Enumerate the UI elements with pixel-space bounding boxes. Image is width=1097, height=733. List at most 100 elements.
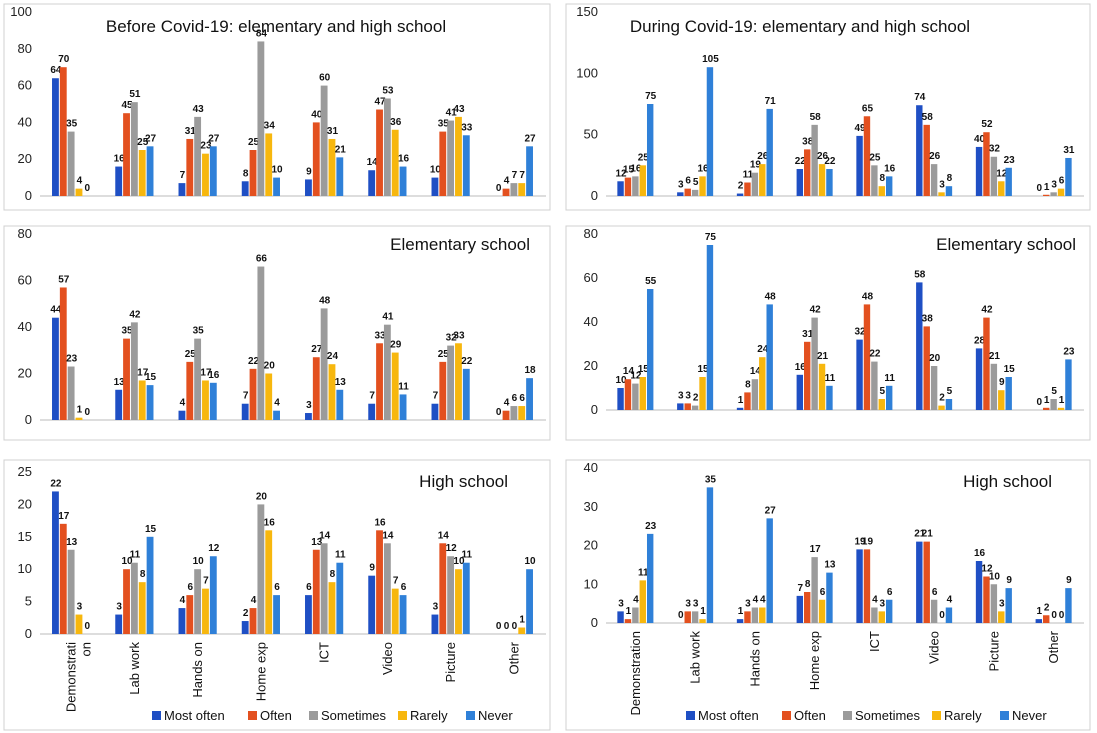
legend-swatch — [843, 711, 852, 720]
data-label: 5 — [880, 386, 886, 397]
bar — [75, 188, 83, 196]
bar — [975, 348, 983, 410]
data-label: 0 — [85, 621, 91, 632]
data-label: 31 — [802, 329, 814, 340]
data-label: 71 — [765, 96, 777, 107]
category-label: Video — [380, 642, 395, 675]
data-label: 17 — [200, 367, 212, 378]
data-label: 43 — [193, 104, 205, 115]
data-label: 0 — [85, 183, 91, 194]
data-label: 19 — [750, 160, 762, 171]
chart-title: Elementary school — [390, 235, 530, 254]
data-label: 23 — [1004, 155, 1016, 166]
bar — [856, 549, 863, 623]
bar — [336, 562, 344, 634]
data-label: 2 — [693, 393, 699, 404]
data-label: 6 — [401, 582, 407, 593]
chart-title: During Covid-19: elementary and high sch… — [630, 17, 970, 36]
y-tick-label: 10 — [584, 576, 598, 591]
bar — [75, 417, 83, 420]
category-label: Lab work — [127, 642, 142, 695]
data-label: 6 — [306, 582, 312, 593]
bar — [178, 410, 186, 420]
data-label: 6 — [887, 587, 893, 598]
bar — [146, 146, 154, 196]
bar — [916, 541, 923, 623]
bar — [518, 406, 526, 420]
data-label: 22 — [50, 478, 62, 489]
y-tick-label: 60 — [18, 78, 32, 93]
data-label: 15 — [638, 364, 650, 375]
data-label: 10 — [989, 571, 1001, 582]
bar — [312, 122, 320, 196]
data-label: 33 — [453, 330, 465, 341]
bar — [923, 326, 930, 410]
bar — [67, 549, 75, 634]
data-label: 13 — [335, 377, 347, 388]
data-label: 48 — [765, 291, 777, 302]
bar — [123, 113, 130, 196]
bar — [376, 109, 383, 196]
data-label: 8 — [745, 379, 751, 390]
bar — [759, 357, 766, 410]
data-label: 0 — [1059, 610, 1065, 621]
data-label: 4 — [760, 595, 766, 606]
data-label: 27 — [145, 133, 157, 144]
data-label: 8 — [880, 173, 886, 184]
data-label: 3 — [306, 400, 312, 411]
data-label: 36 — [390, 117, 402, 128]
bar — [804, 592, 811, 623]
bar — [67, 366, 75, 420]
data-label: 2 — [939, 393, 945, 404]
data-label: 15 — [1004, 364, 1016, 375]
bar — [186, 138, 194, 196]
category-label: Picture — [986, 631, 1001, 671]
data-label: 40 — [974, 134, 986, 145]
bar — [1005, 167, 1012, 196]
bar — [439, 361, 447, 420]
bar — [804, 341, 811, 410]
data-label: 8 — [243, 168, 249, 179]
y-tick-label: 40 — [18, 319, 32, 334]
data-label: 25 — [248, 137, 260, 148]
legend-swatch — [1000, 711, 1009, 720]
y-tick-label: 100 — [576, 65, 598, 80]
legend-swatch — [248, 711, 257, 720]
bar — [1043, 407, 1050, 410]
bar — [706, 487, 714, 623]
bar — [209, 556, 217, 634]
bar — [209, 382, 217, 420]
data-label: 1 — [1037, 606, 1043, 617]
data-label: 9 — [1066, 575, 1072, 586]
bar — [1035, 619, 1043, 623]
data-label: 16 — [208, 370, 220, 381]
data-label: 51 — [129, 89, 141, 100]
data-label: 14 — [367, 157, 379, 168]
data-label: 49 — [854, 123, 866, 134]
bar — [796, 169, 804, 196]
bar — [706, 245, 714, 410]
data-label: 38 — [802, 136, 814, 147]
data-label: 20 — [929, 353, 941, 364]
legend-swatch — [932, 711, 941, 720]
bar — [699, 619, 706, 623]
legend-label: Never — [1012, 708, 1047, 723]
category-label: Hands on — [190, 642, 205, 698]
y-tick-label: 40 — [18, 114, 32, 129]
bar — [624, 177, 632, 196]
bar — [146, 385, 154, 420]
y-tick-label: 50 — [584, 127, 598, 142]
data-label: 27 — [765, 505, 777, 516]
data-label: 3 — [685, 390, 691, 401]
bar — [391, 129, 399, 196]
bar — [811, 317, 818, 410]
data-label: 15 — [623, 165, 635, 176]
bar — [975, 146, 983, 196]
data-label: 7 — [243, 391, 249, 402]
category-label: Demonstrati — [64, 642, 79, 712]
data-label: 105 — [702, 54, 719, 65]
data-label: 14 — [382, 530, 394, 541]
bar — [916, 105, 923, 196]
bar — [336, 157, 344, 196]
